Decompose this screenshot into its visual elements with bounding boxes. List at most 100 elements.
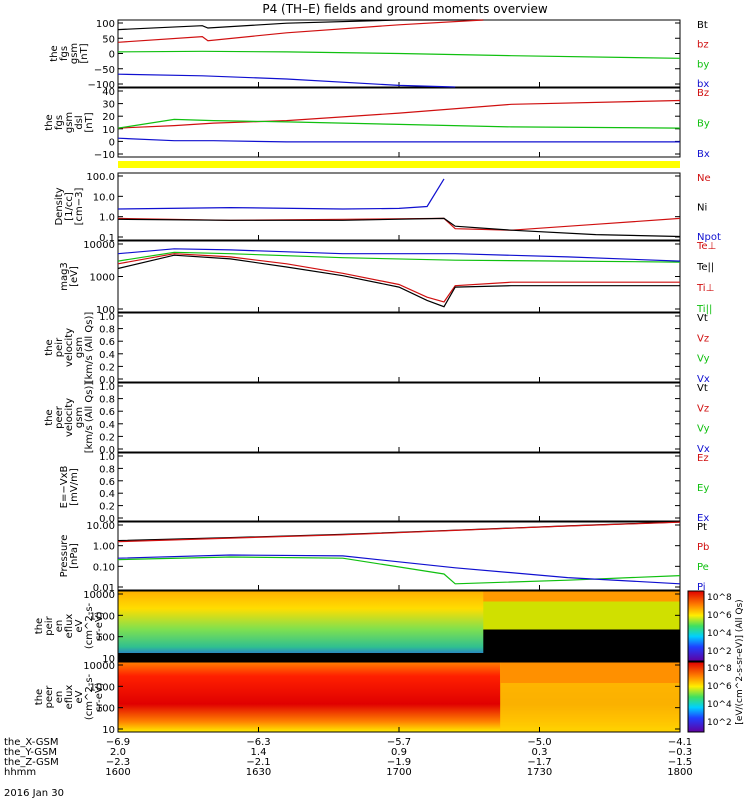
y-axis-label-line: the <box>49 45 60 61</box>
y-axis-label-line: [nPa] <box>69 543 80 569</box>
y-axis-label-line: the <box>34 618 45 634</box>
y-axis-label-line: eV <box>74 619 85 632</box>
x-column-value: 0.9 <box>391 747 407 758</box>
legend-vt: Vt <box>697 313 708 324</box>
panel-peir-eflux: 10000 1000 100 10 thepeirenefluxeV(cm^2-s-sr… <box>34 590 681 665</box>
series-line-bz <box>117 19 484 43</box>
y-tick-label: 0.4 <box>99 489 115 500</box>
legend-bz: Bz <box>697 88 709 99</box>
panel-pressure: 10.00 1.00 0.10 0.01 Pressure[nPa] Pt Pb Pe Pi <box>59 521 709 594</box>
y-tick-label: 100 <box>96 704 115 715</box>
y-tick-label: 0.10 <box>93 562 115 573</box>
colorbar-tick-label: 10^2 <box>707 718 732 728</box>
panel-frame <box>117 382 681 453</box>
spectrogram-band <box>483 591 680 602</box>
series-line-bt <box>117 19 484 31</box>
x-column-value: 1800 <box>667 767 692 778</box>
legend-pt: Pt <box>697 522 707 533</box>
y-tick-label: 50 <box>102 34 115 45</box>
y-axis-label-line: eflux <box>64 614 75 639</box>
series-line-pb <box>117 521 681 543</box>
legend-vx: Vx <box>697 374 710 385</box>
panel-frame <box>117 452 681 522</box>
y-tick-label: 0.6 <box>99 407 115 418</box>
y-tick-label: 0.0 <box>99 375 115 386</box>
y-tick-label: 100 <box>96 633 115 644</box>
y-axis-label-line: [mV/m] <box>69 468 80 506</box>
y-axis-label-line: [eV] <box>69 266 80 287</box>
legend-npot: Npot <box>697 232 721 243</box>
legend-ni: Ni <box>697 203 707 214</box>
y-tick-label: 1000 <box>90 611 115 622</box>
y-tick-label: 20 <box>102 112 115 123</box>
panel-frame <box>117 312 681 383</box>
x-column-value: −5.0 <box>527 737 551 748</box>
spectrogram-band <box>483 601 680 630</box>
legend-te: Te⊥ <box>696 241 716 252</box>
x-column-value: 1630 <box>246 767 271 778</box>
colorbar-tick-label: 10^6 <box>707 682 732 692</box>
x-column-value: −6.9 <box>106 737 130 748</box>
legend-ez: Ez <box>697 453 709 464</box>
y-tick-label: 0.4 <box>99 420 115 431</box>
y-tick-label: 0.0 <box>99 514 115 525</box>
y-tick-label: 0.4 <box>99 350 115 361</box>
y-axis-label-line: the <box>44 409 55 425</box>
y-tick-label: 0.2 <box>99 432 115 443</box>
y-tick-label: 10.0 <box>93 192 115 203</box>
colorbar: 10^8 10^6 10^4 10^2 10^8 10^6 10^4 10^2 [eV/(cm^… <box>687 590 745 733</box>
y-axis-label-line: fgs <box>59 46 70 61</box>
series-line-bx <box>117 73 456 88</box>
y-axis-label-line: gsm <box>64 112 75 133</box>
x-column-value: 0.3 <box>532 747 548 758</box>
y-tick-label: 10000 <box>83 590 115 601</box>
y-tick-label: 0.8 <box>99 464 115 475</box>
y-tick-label: 40 <box>102 87 115 98</box>
y-axis-label-line: sr-eV) <box>94 682 105 711</box>
x-column-value: 1600 <box>105 767 130 778</box>
y-axis-label-line: en <box>54 620 65 633</box>
panel-temperature: 10000 1000 100 mag3[eV] Te⊥ Te|| Ti⊥ Ti|| <box>59 240 716 316</box>
y-tick-label: 1000 <box>90 682 115 693</box>
legend-ti: Ti⊥ <box>696 283 714 294</box>
series-line-ti <box>117 248 681 262</box>
series-line-te <box>117 254 680 308</box>
y-tick-label: 100.0 <box>86 172 115 183</box>
y-axis-label-line: velocity <box>64 398 75 437</box>
y-tick-label: 30 <box>102 100 115 111</box>
x-row-label: hhmm <box>4 767 36 778</box>
y-tick-label: −10 <box>94 150 115 161</box>
y-axis-label-line: peir <box>44 615 55 635</box>
y-axis-label-line: sr-eV) <box>94 611 105 640</box>
x-row-label: the_X-GSM <box>4 737 58 748</box>
y-tick-label: 0 <box>109 50 115 61</box>
y-axis-label-line: [cm−3] <box>74 188 85 226</box>
legend-pi: Pi <box>697 582 706 593</box>
y-axis-label: Pressure[nPa] <box>59 535 80 578</box>
y-tick-label: 1.0 <box>99 312 115 323</box>
x-column-value: −1.7 <box>527 757 551 768</box>
x-column-value: −0.3 <box>668 747 692 758</box>
y-tick-label: 1.0 <box>99 213 115 224</box>
y-axis-label: thefgsgsm[nT] <box>49 43 90 64</box>
x-axis-labels: the_X-GSMthe_Y-GSMthe_Z-GSMhhmm−6.92.0−2… <box>4 737 693 778</box>
y-axis-label: Density[1/cc][cm−3] <box>54 187 85 225</box>
x-column-value: −4.1 <box>668 737 692 748</box>
x-column-value: −5.7 <box>387 737 411 748</box>
y-axis-label: thepeervelocitygsm[km/s (All Qs)] <box>44 382 95 454</box>
y-axis-label-line: gsm <box>69 43 80 64</box>
legend-vt: Vt <box>697 383 708 394</box>
y-axis-label-line: [nT] <box>84 112 95 132</box>
y-tick-label: 0.2 <box>99 502 115 513</box>
x-row-label: the_Y-GSM <box>4 747 57 758</box>
y-tick-label: 0.6 <box>99 337 115 348</box>
y-tick-label: 1000 <box>90 273 115 284</box>
y-axis-label: thefgsgsmdsl[nT] <box>44 112 95 133</box>
legend-vy: Vy <box>697 354 710 365</box>
y-axis-label: thepeerenefluxeV(cm^2-s-sr-eV) <box>34 673 105 720</box>
y-axis-label-line: gsm <box>74 407 85 428</box>
y-axis-label-line: [nT] <box>79 43 90 63</box>
x-column-value: 2.0 <box>110 747 126 758</box>
